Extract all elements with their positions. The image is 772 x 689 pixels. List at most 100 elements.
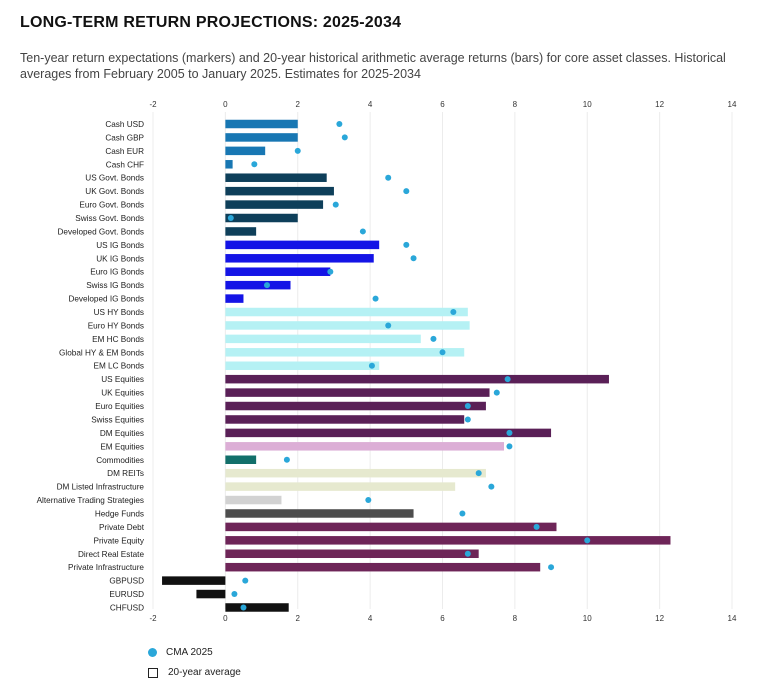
- category-label-global-hy-em-bonds: Global HY & EM Bonds: [59, 348, 144, 357]
- category-label-chfusd: CHFUSD: [110, 603, 144, 612]
- category-label-swiss-govt-bonds: Swiss Govt. Bonds: [75, 214, 144, 223]
- marker-em-equities: [506, 443, 513, 450]
- x-tick-top-label: 10: [583, 100, 592, 109]
- category-label-euro-ig-bonds: Euro IG Bonds: [90, 268, 144, 277]
- category-label-swiss-ig-bonds: Swiss IG Bonds: [86, 281, 144, 290]
- bar-cash-usd: [225, 119, 298, 129]
- bar-uk-equities: [225, 388, 490, 397]
- bar-alternative-trading-strategies: [225, 495, 282, 505]
- bar-em-equities: [225, 442, 505, 451]
- bar-hedge-funds: [225, 509, 414, 518]
- category-label-us-equities: US Equities: [101, 375, 144, 384]
- marker-em-lc-bonds: [368, 362, 375, 369]
- x-tick-top-label: 4: [368, 100, 373, 109]
- bar-swiss-govt-bonds: [225, 213, 298, 223]
- x-axis-bottom: -2 0 2 4 6 8 10 12 14: [149, 614, 737, 623]
- marker-dm-equities: [506, 429, 513, 436]
- grid-layer: [152, 112, 733, 609]
- legend-item-cma: CMA 2025: [148, 647, 213, 658]
- marker-direct-real-estate: [464, 550, 471, 557]
- category-label-developed-ig-bonds: Developed IG Bonds: [68, 295, 144, 304]
- category-label-us-ig-bonds: US IG Bonds: [96, 241, 144, 250]
- bar-private-infrastructure: [225, 562, 541, 572]
- category-label-us-govt-bonds: US Govt. Bonds: [85, 174, 144, 183]
- marker-chfusd: [240, 604, 247, 611]
- bar-cash-gbp: [225, 133, 298, 142]
- marker-uk-govt-bonds: [403, 188, 410, 195]
- x-tick-top-label: -2: [149, 100, 157, 109]
- chart-title: LONG-TERM RETURN PROJECTIONS: 2025-2034: [20, 14, 402, 31]
- bar-developed-ig-bonds: [225, 294, 244, 303]
- bar-eurusd: [196, 589, 226, 599]
- bar-dm-equities: [225, 428, 552, 438]
- marker-dm-listed-infrastructure: [488, 483, 495, 490]
- category-label-cash-usd: Cash USD: [105, 120, 144, 129]
- x-tick-top-label: 0: [223, 100, 228, 109]
- category-label-cash-gbp: Cash GBP: [105, 133, 144, 142]
- legend-item-average: 20-year average: [148, 667, 241, 678]
- bar-uk-ig-bonds: [225, 254, 374, 263]
- x-tick-bottom-label: 4: [368, 614, 373, 623]
- marker-global-hy-em-bonds: [439, 349, 446, 356]
- marker-cash-gbp: [341, 134, 348, 141]
- bar-us-hy-bonds: [225, 307, 468, 317]
- marker-swiss-govt-bonds: [227, 215, 234, 222]
- bar-dm-listed-infrastructure: [225, 482, 456, 491]
- legend-label-cma: CMA 2025: [166, 647, 213, 658]
- marker-uk-equities: [493, 389, 500, 396]
- x-tick-top-label: 12: [655, 100, 664, 109]
- category-label-euro-equities: Euro Equities: [95, 402, 144, 411]
- bar-developed-govt-bonds: [225, 227, 257, 236]
- category-label-uk-equities: UK Equities: [101, 389, 144, 398]
- marker-euro-hy-bonds: [385, 322, 392, 329]
- marker-hedge-funds: [459, 510, 466, 517]
- marker-commodities: [283, 456, 290, 463]
- marker-private-equity: [584, 537, 591, 544]
- marker-us-equities: [504, 376, 511, 383]
- marker-us-hy-bonds: [450, 309, 457, 316]
- category-label-em-hc-bonds: EM HC Bonds: [92, 335, 144, 344]
- marker-us-ig-bonds: [403, 241, 410, 248]
- marker-euro-ig-bonds: [327, 268, 334, 275]
- bar-private-debt: [225, 522, 557, 532]
- marker-cash-usd: [336, 121, 343, 127]
- marker-em-hc-bonds: [430, 335, 437, 342]
- category-label-hedge-funds: Hedge Funds: [95, 509, 144, 518]
- bar-euro-ig-bonds: [225, 267, 331, 276]
- marker-private-debt: [533, 523, 540, 530]
- x-tick-bottom-label: -2: [149, 614, 157, 623]
- marker-cash-eur: [294, 147, 301, 154]
- marker-us-govt-bonds: [385, 174, 392, 181]
- category-label-cash-eur: Cash EUR: [105, 147, 144, 156]
- bar-gbpusd: [162, 576, 226, 585]
- marker-developed-govt-bonds: [359, 228, 366, 235]
- x-tick-top-label: 2: [296, 100, 301, 109]
- category-label-dm-reits: DM REITs: [107, 469, 144, 478]
- category-label-private-debt: Private Debt: [99, 523, 145, 532]
- marker-cash-chf: [251, 161, 258, 168]
- category-label-us-hy-bonds: US HY Bonds: [94, 308, 144, 317]
- cma-marker-icon: [148, 648, 157, 657]
- marker-dm-reits: [475, 470, 482, 477]
- x-tick-top-label: 14: [728, 100, 737, 109]
- x-tick-bottom-label: 6: [440, 614, 445, 623]
- marker-euro-equities: [464, 403, 471, 410]
- category-label-euro-hy-bonds: Euro HY Bonds: [88, 321, 144, 330]
- marker-uk-ig-bonds: [410, 255, 417, 262]
- bar-euro-hy-bonds: [225, 321, 470, 330]
- category-label-uk-ig-bonds: UK IG Bonds: [96, 254, 144, 263]
- x-tick-bottom-label: 8: [513, 614, 518, 623]
- marker-euro-govt-bonds: [332, 201, 339, 208]
- x-tick-bottom-label: 0: [223, 614, 228, 623]
- category-label-gbpusd: GBPUSD: [109, 577, 144, 586]
- category-label-direct-real-estate: Direct Real Estate: [78, 550, 144, 559]
- marker-swiss-ig-bonds: [263, 282, 270, 289]
- bar-us-ig-bonds: [225, 240, 380, 250]
- marker-swiss-equities: [464, 416, 471, 423]
- category-label-dm-listed-infrastructure: DM Listed Infrastructure: [57, 483, 145, 492]
- chart-subtitle: Ten-year return expectations (markers) a…: [20, 51, 726, 81]
- category-label-dm-equities: DM Equities: [100, 429, 144, 438]
- bar-euro-equities: [225, 401, 486, 411]
- marker-eurusd: [231, 591, 238, 598]
